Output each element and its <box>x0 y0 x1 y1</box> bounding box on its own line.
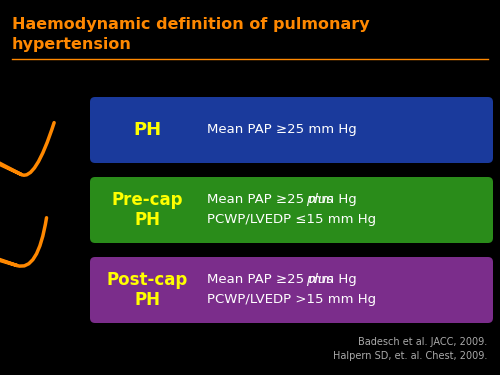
Text: Haemodynamic definition of pulmonary: Haemodynamic definition of pulmonary <box>12 17 370 32</box>
Text: plus: plus <box>306 194 333 207</box>
FancyBboxPatch shape <box>90 97 493 163</box>
Text: Mean PAP ≥25 mm Hg: Mean PAP ≥25 mm Hg <box>207 194 361 207</box>
Text: Post-cap: Post-cap <box>106 271 188 289</box>
Text: PCWP/LVEDP >15 mm Hg: PCWP/LVEDP >15 mm Hg <box>207 294 376 306</box>
Text: Halpern SD, et. al. Chest, 2009.: Halpern SD, et. al. Chest, 2009. <box>332 351 487 361</box>
FancyBboxPatch shape <box>90 257 493 323</box>
Text: PH: PH <box>134 211 160 229</box>
Text: PH: PH <box>134 291 160 309</box>
FancyBboxPatch shape <box>90 177 493 243</box>
Text: Pre-cap: Pre-cap <box>111 191 183 209</box>
Text: PCWP/LVEDP ≤15 mm Hg: PCWP/LVEDP ≤15 mm Hg <box>207 213 376 226</box>
Text: Mean PAP ≥25 mm Hg: Mean PAP ≥25 mm Hg <box>207 273 361 286</box>
Text: Badesch et al. JACC, 2009.: Badesch et al. JACC, 2009. <box>358 337 487 347</box>
Text: PH: PH <box>133 121 161 139</box>
Text: plus: plus <box>306 273 333 286</box>
Text: hypertension: hypertension <box>12 37 132 52</box>
Text: Mean PAP ≥25 mm Hg: Mean PAP ≥25 mm Hg <box>207 123 357 136</box>
